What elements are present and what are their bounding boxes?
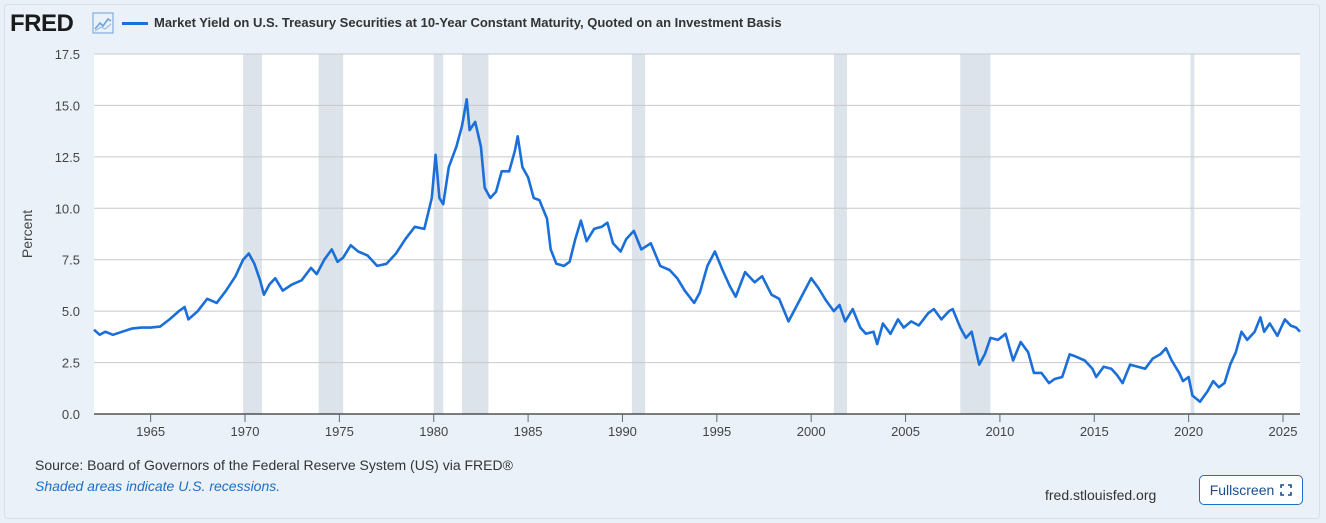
line-chart: 0.0 2.5 5.0 7.5 10.0 12.5 15.0 17.5 1965 1970 197… (19, 47, 1301, 439)
series-line-dgs10[interactable] (93, 98, 1301, 403)
legend-label[interactable]: Market Yield on U.S. Treasury Securities… (154, 15, 782, 30)
y-tick-label: 12.5 (55, 150, 80, 165)
recession-band (631, 54, 646, 414)
x-tick-label: 2000 (797, 424, 826, 439)
fullscreen-label: Fullscreen (1209, 482, 1275, 498)
y-axis: 0.0 2.5 5.0 7.5 10.0 12.5 15.0 17.5 (55, 47, 80, 422)
y-tick-label: 0.0 (62, 407, 80, 422)
x-tick-label: 2005 (891, 424, 920, 439)
y-tick-label: 2.5 (62, 356, 80, 371)
x-axis: 1965 1970 1975 1980 1985 1990 1995 2000 2005 2010… (136, 414, 1297, 439)
recession-band (433, 54, 444, 414)
x-tick-label: 2010 (985, 424, 1014, 439)
site-url[interactable]: fred.stlouisfed.org (1045, 487, 1157, 503)
x-tick-label: 1980 (419, 424, 448, 439)
legend-swatch (122, 22, 148, 25)
chart-line-icon (92, 12, 114, 34)
recession-shading (243, 54, 1195, 414)
y-axis-label: Percent (19, 210, 35, 258)
y-tick-label: 10.0 (55, 201, 80, 216)
x-tick-label: 1975 (325, 424, 354, 439)
x-tick-label: 1995 (702, 424, 731, 439)
x-tick-label: 2025 (1269, 424, 1298, 439)
fred-logo[interactable]: FRED (10, 10, 74, 37)
recession-band (318, 54, 344, 414)
y-tick-label: 7.5 (62, 253, 80, 268)
recession-band (462, 54, 489, 414)
y-tick-label: 5.0 (62, 304, 80, 319)
x-tick-label: 1985 (514, 424, 543, 439)
y-tick-label: 17.5 (55, 47, 80, 62)
expand-icon (1280, 484, 1293, 496)
plot-area (94, 54, 1300, 414)
gridlines (94, 53, 1300, 415)
x-tick-label: 2015 (1080, 424, 1109, 439)
source-note: Source: Board of Governors of the Federa… (35, 457, 513, 473)
x-tick-label: 1990 (608, 424, 637, 439)
y-tick-label: 15.0 (55, 98, 80, 113)
x-tick-label: 1970 (231, 424, 260, 439)
fullscreen-button[interactable]: Fullscreen (1199, 475, 1303, 505)
recession-band (1190, 54, 1195, 414)
recession-band (243, 54, 262, 414)
recession-note: Shaded areas indicate U.S. recessions. (35, 478, 281, 494)
x-tick-label: 1965 (136, 424, 165, 439)
recession-band (833, 54, 848, 414)
recession-band (960, 54, 991, 414)
x-tick-label: 2020 (1174, 424, 1203, 439)
